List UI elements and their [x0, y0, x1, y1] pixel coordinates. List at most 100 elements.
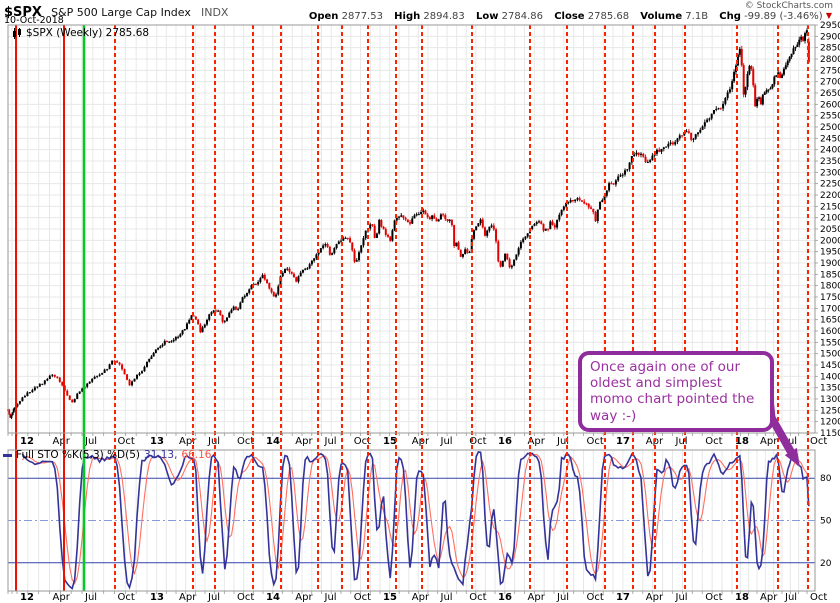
month-axis-label: 15 [383, 592, 397, 603]
price-axis-label: 1550 [820, 338, 840, 348]
candle-body [313, 258, 316, 261]
candle-body [617, 176, 620, 181]
price-axis-label: 1300 [820, 395, 840, 405]
annotation-callout[interactable]: Once again one of our oldest and simples… [578, 351, 774, 432]
candle-body [31, 390, 34, 393]
candle-body [71, 399, 74, 403]
month-axis-label: Oct [237, 592, 254, 603]
month-axis-label: Apr [295, 436, 313, 447]
candle-body [382, 226, 385, 230]
candle-body [181, 330, 184, 335]
candle-body [756, 98, 759, 107]
candle-body [221, 315, 224, 322]
candle-body [353, 250, 356, 262]
candle-body [284, 268, 287, 273]
chg-label: Chg [719, 11, 741, 22]
candle-body [758, 97, 761, 99]
copyright-notice: © StockCharts.com [744, 1, 833, 11]
candle-body [93, 376, 96, 379]
candle-body [488, 226, 491, 231]
candle-body [649, 160, 652, 162]
price-axis-label: 1500 [820, 350, 840, 360]
chg-value: -99.89 (-3.46%) [744, 11, 823, 22]
candle-body [351, 242, 354, 251]
candle-body [21, 397, 24, 402]
candle-body [685, 131, 688, 133]
candle-body [565, 202, 568, 207]
candle-body [697, 132, 700, 135]
candle-body [765, 90, 768, 93]
candle-body [163, 340, 166, 345]
close-value: 2785.68 [587, 11, 630, 22]
candle-body [406, 219, 409, 223]
candle-body [551, 221, 554, 225]
candle-body [217, 310, 220, 312]
candle-body [519, 241, 522, 249]
candle-body [243, 295, 246, 298]
chart-date: 10-Oct-2018 [4, 15, 64, 26]
candle-body [266, 279, 269, 284]
price-pane-legend[interactable]: $SPX (Weekly) 2785.68 [12, 27, 149, 39]
candle-body [364, 230, 367, 239]
candle-body [344, 237, 347, 239]
candle-body [479, 219, 482, 224]
candle-body [121, 364, 124, 370]
candle-body [733, 71, 736, 82]
month-axis-label: Apr [179, 436, 197, 447]
candle-body [771, 84, 774, 89]
candle-body [435, 218, 438, 222]
candle-body [761, 94, 764, 105]
candle-body [635, 152, 638, 155]
candle-body [612, 183, 615, 185]
month-axis-label: Jul [556, 592, 569, 603]
candle-body [455, 242, 458, 246]
candle-body [433, 215, 436, 219]
candle-body [232, 306, 235, 310]
candle-body [646, 161, 649, 163]
candle-body [515, 254, 518, 260]
candle-body [391, 230, 394, 241]
candle-body [576, 198, 579, 200]
candle-body [360, 245, 363, 253]
candle-body [665, 146, 668, 148]
candle-body [226, 317, 229, 321]
candle-body [781, 74, 784, 78]
candle-body [446, 219, 449, 221]
stochastic-pane-legend[interactable]: Full STO %K(5,3) %D(5) 31.13, 66.16 [3, 449, 211, 461]
candle-body [369, 224, 372, 229]
candle-body [157, 347, 160, 350]
candle-body [712, 110, 715, 114]
candle-body [763, 92, 766, 95]
candle-body [531, 225, 534, 229]
candle-body [261, 274, 264, 279]
candle-body [614, 180, 617, 185]
candle-body [578, 198, 581, 201]
candle-body [658, 149, 661, 152]
candle-body [150, 356, 153, 359]
candle-body [91, 378, 94, 382]
candle-body [510, 265, 513, 268]
candle-body [342, 238, 345, 241]
candle-body [375, 233, 378, 238]
candle-body [681, 135, 684, 137]
candle-body [796, 44, 799, 47]
candle-body [807, 41, 810, 63]
candle-body [448, 219, 451, 221]
price-axis-label: 2800 [820, 55, 840, 65]
candle-body [513, 259, 516, 266]
candle-body [335, 244, 338, 249]
candle-body [767, 89, 770, 91]
candle-body [51, 374, 54, 376]
candle-body [304, 268, 307, 270]
candle-body [692, 138, 695, 140]
month-axis-label: 18 [735, 592, 749, 603]
candle-body [594, 212, 597, 222]
candle-body [393, 220, 396, 231]
price-axis-label: 1700 [820, 304, 840, 314]
candle-body [270, 288, 273, 293]
candle-body [395, 217, 398, 221]
candle-body [48, 375, 51, 379]
month-axis-label: Oct [118, 436, 135, 447]
month-axis-label: Apr [295, 592, 313, 603]
price-axis-label: 1350 [820, 384, 840, 394]
